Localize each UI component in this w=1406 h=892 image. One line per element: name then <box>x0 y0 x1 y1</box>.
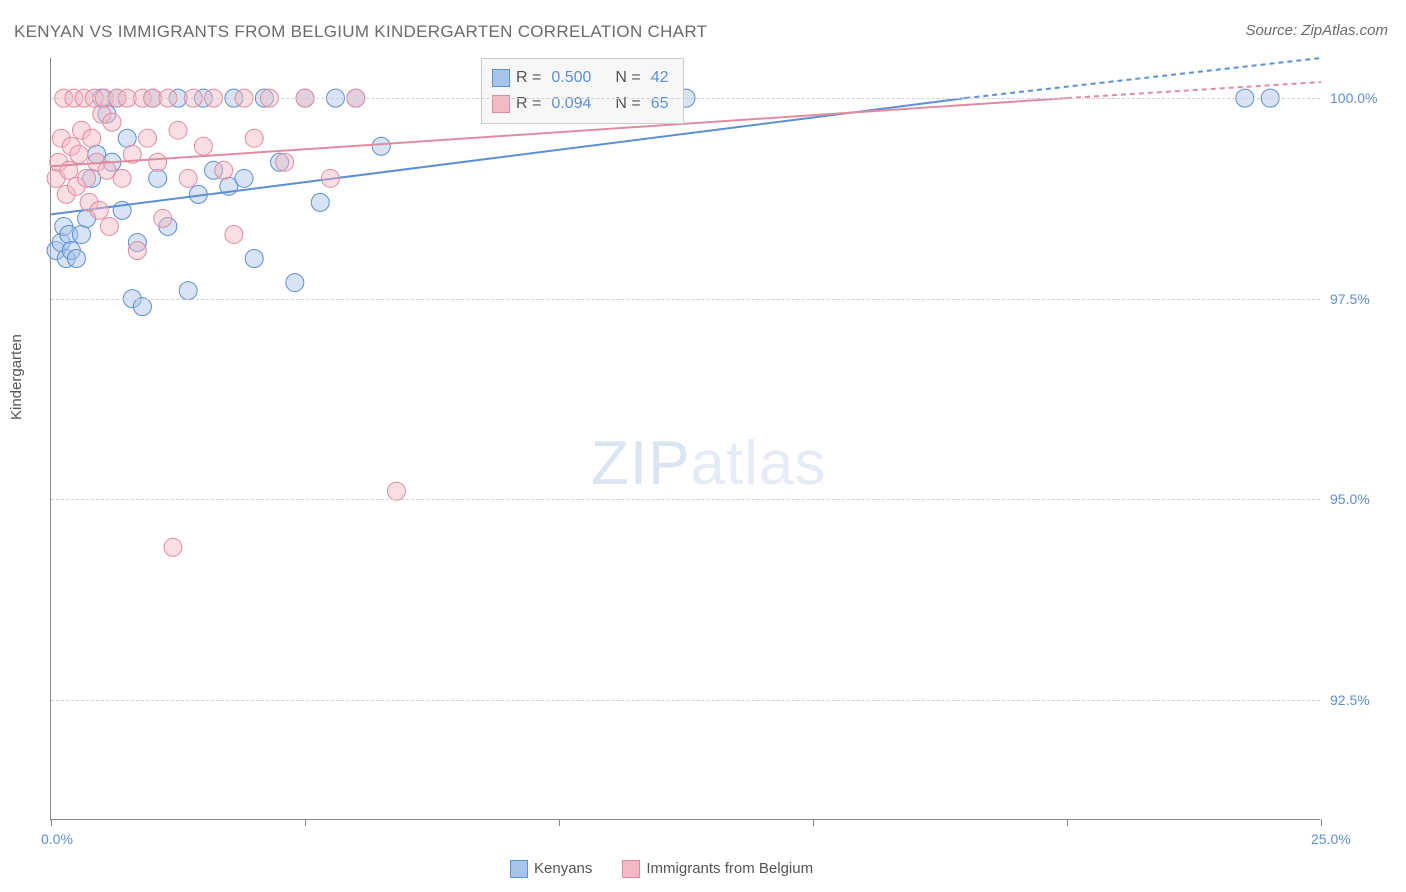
gridline <box>51 299 1320 300</box>
trend-line-dashed <box>1067 82 1321 98</box>
plot-svg <box>51 58 1320 819</box>
legend-n-label: N = <box>615 69 640 87</box>
scatter-point <box>286 274 304 292</box>
stats-legend-row: R = 0.500 N = 42 <box>492 65 669 91</box>
scatter-point <box>276 153 294 171</box>
legend-n-value: 42 <box>651 69 669 87</box>
x-tick <box>1067 819 1068 826</box>
scatter-point <box>154 209 172 227</box>
x-tick-label: 0.0% <box>41 831 73 847</box>
bottom-legend-label: Kenyans <box>534 860 592 877</box>
scatter-point <box>67 250 85 268</box>
x-tick <box>51 819 52 826</box>
y-axis-label: Kindergarten <box>8 334 25 420</box>
chart-title: KENYAN VS IMMIGRANTS FROM BELGIUM KINDER… <box>14 22 707 42</box>
y-tick-label: 95.0% <box>1330 491 1390 507</box>
stats-legend-row: R =0.094N =65 <box>492 91 669 117</box>
gridline <box>51 98 1320 99</box>
scatter-point <box>387 482 405 500</box>
legend-swatch <box>622 860 640 878</box>
scatter-point <box>169 121 187 139</box>
scatter-point <box>118 129 136 147</box>
scatter-point <box>70 145 88 163</box>
bottom-legend-item: Immigrants from Belgium <box>622 860 813 878</box>
plot-area: ZIPatlas R =0.500N =42R =0.094N =65 92.5… <box>50 58 1320 820</box>
scatter-point <box>321 169 339 187</box>
gridline <box>51 700 1320 701</box>
x-tick-label: 25.0% <box>1311 831 1351 847</box>
scatter-point <box>100 217 118 235</box>
y-tick-label: 97.5% <box>1330 291 1390 307</box>
scatter-point <box>113 169 131 187</box>
scatter-point <box>133 298 151 316</box>
chart-container: KENYAN VS IMMIGRANTS FROM BELGIUM KINDER… <box>0 0 1406 892</box>
x-tick <box>559 819 560 826</box>
scatter-point <box>139 129 157 147</box>
scatter-point <box>179 282 197 300</box>
scatter-point <box>235 169 253 187</box>
scatter-point <box>245 129 263 147</box>
x-tick <box>305 819 306 826</box>
bottom-legend-label: Immigrants from Belgium <box>646 860 813 877</box>
scatter-point <box>78 169 96 187</box>
scatter-point <box>225 225 243 243</box>
source-attribution: Source: ZipAtlas.com <box>1245 22 1388 39</box>
scatter-point <box>149 169 167 187</box>
gridline <box>51 499 1320 500</box>
bottom-legend: Kenyans Immigrants from Belgium <box>510 860 813 878</box>
scatter-point <box>90 201 108 219</box>
scatter-point <box>83 129 101 147</box>
stats-legend-box: R = 0.500 N = 42 R =0.094N =65 <box>481 58 684 124</box>
y-tick-label: 100.0% <box>1330 90 1390 106</box>
scatter-point <box>164 538 182 556</box>
scatter-point <box>372 137 390 155</box>
bottom-legend-item: Kenyans <box>510 860 592 878</box>
legend-r-label: R = <box>516 69 541 87</box>
scatter-point <box>245 250 263 268</box>
scatter-point <box>194 137 212 155</box>
scatter-point <box>72 225 90 243</box>
scatter-point <box>179 169 197 187</box>
legend-swatch <box>492 69 510 87</box>
legend-r-value: 0.500 <box>551 69 591 87</box>
scatter-point <box>311 193 329 211</box>
y-tick-label: 92.5% <box>1330 692 1390 708</box>
legend-swatch <box>510 860 528 878</box>
scatter-point <box>149 153 167 171</box>
scatter-point <box>103 113 121 131</box>
x-tick <box>1321 819 1322 826</box>
x-tick <box>813 819 814 826</box>
scatter-point <box>128 242 146 260</box>
scatter-point <box>215 161 233 179</box>
